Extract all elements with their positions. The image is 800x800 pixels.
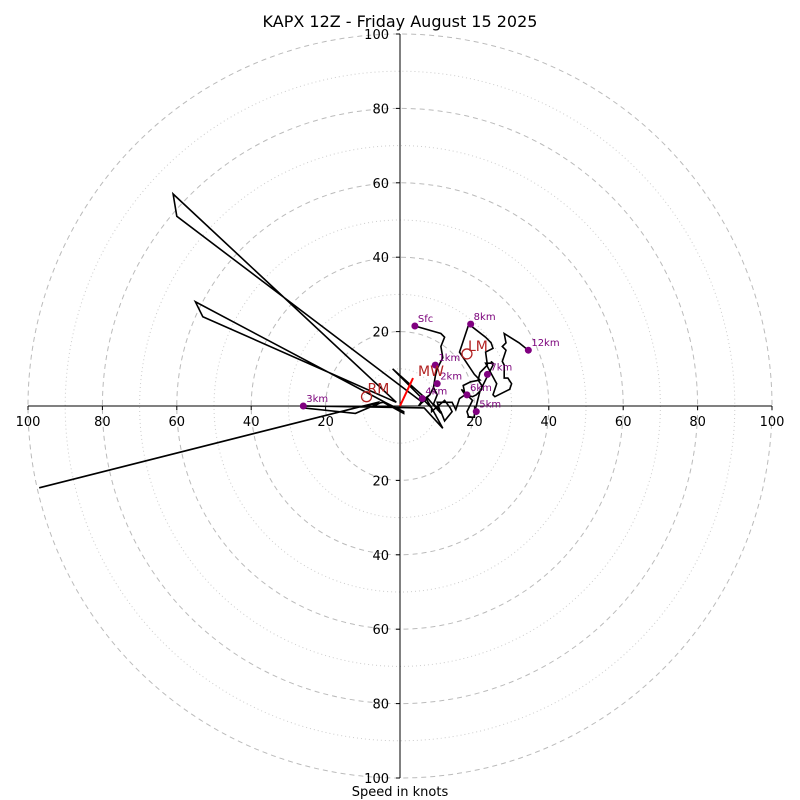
- y-tick-label: 100: [364, 772, 389, 787]
- y-tick-label: 80: [372, 102, 389, 117]
- y-tick-label: 60: [372, 177, 389, 192]
- x-tick-label: 20: [466, 415, 483, 430]
- y-tick-label: 20: [372, 326, 389, 341]
- height-marker-point: [299, 402, 307, 410]
- x-tick-label: 80: [689, 415, 706, 430]
- x-tick-label: 100: [16, 415, 41, 430]
- x-tick-label: 40: [243, 415, 260, 430]
- x-tick-label: 60: [615, 415, 632, 430]
- y-tick-label: 40: [372, 251, 389, 266]
- height-marker-label: 1km: [438, 353, 460, 364]
- height-marker-label: 2km: [440, 372, 462, 383]
- height-marker-point: [483, 370, 491, 378]
- height-markers: Sfc 1km 2km 3km 4km 5km 6km 7km 8km 12km: [299, 312, 560, 416]
- y-tick-label: 20: [372, 474, 389, 489]
- height-marker-label: 3km: [306, 394, 328, 405]
- height-marker-label: 12km: [531, 338, 559, 349]
- storm-motion-point: [461, 348, 473, 360]
- mean-wind-vector: [399, 377, 414, 407]
- mean-wind-label: MW: [418, 364, 444, 380]
- height-marker-label: 7km: [490, 362, 512, 373]
- x-axis-label: Speed in knots: [352, 785, 449, 800]
- height-marker-point: [472, 408, 480, 416]
- tick-labels: 100 80 60 40 20 20 40 60 80 100 100 80 60 40 20 20 40 60 8…: [16, 28, 785, 787]
- storm-motion-label: LM: [468, 339, 488, 355]
- storm-motion-point: [360, 391, 373, 403]
- x-tick-label: 100: [760, 415, 785, 430]
- height-marker-label: Sfc: [418, 314, 433, 325]
- chart-title: KAPX 12Z - Friday August 15 2025: [263, 12, 538, 31]
- height-marker-label: 5km: [479, 400, 501, 411]
- storm-motion-label: RM: [368, 382, 390, 398]
- x-tick-label: 40: [541, 415, 558, 430]
- height-marker-label: 6km: [470, 383, 492, 394]
- y-tick-label: 100: [364, 28, 389, 43]
- height-marker-point: [431, 361, 439, 369]
- height-marker-point: [433, 380, 441, 388]
- x-tick-label: 60: [169, 415, 186, 430]
- height-marker-label: 4km: [425, 387, 447, 398]
- storm-motion-markers: RM LM MW: [360, 339, 488, 403]
- x-tick-label: 20: [317, 415, 334, 430]
- height-marker-point: [467, 320, 475, 328]
- y-tick-label: 40: [372, 549, 389, 564]
- y-tick-label: 60: [372, 623, 389, 638]
- mean-wind-arrow: [399, 377, 414, 407]
- x-tick-label: 80: [94, 415, 111, 430]
- y-tick-label: 80: [372, 698, 389, 713]
- hodograph-line: [39, 191, 529, 489]
- height-marker-point: [463, 391, 471, 399]
- hodograph-trace: [39, 191, 529, 489]
- height-marker-label: 8km: [474, 312, 496, 323]
- height-marker-point: [411, 322, 419, 330]
- height-marker-point: [418, 395, 426, 403]
- height-marker-point: [524, 346, 532, 354]
